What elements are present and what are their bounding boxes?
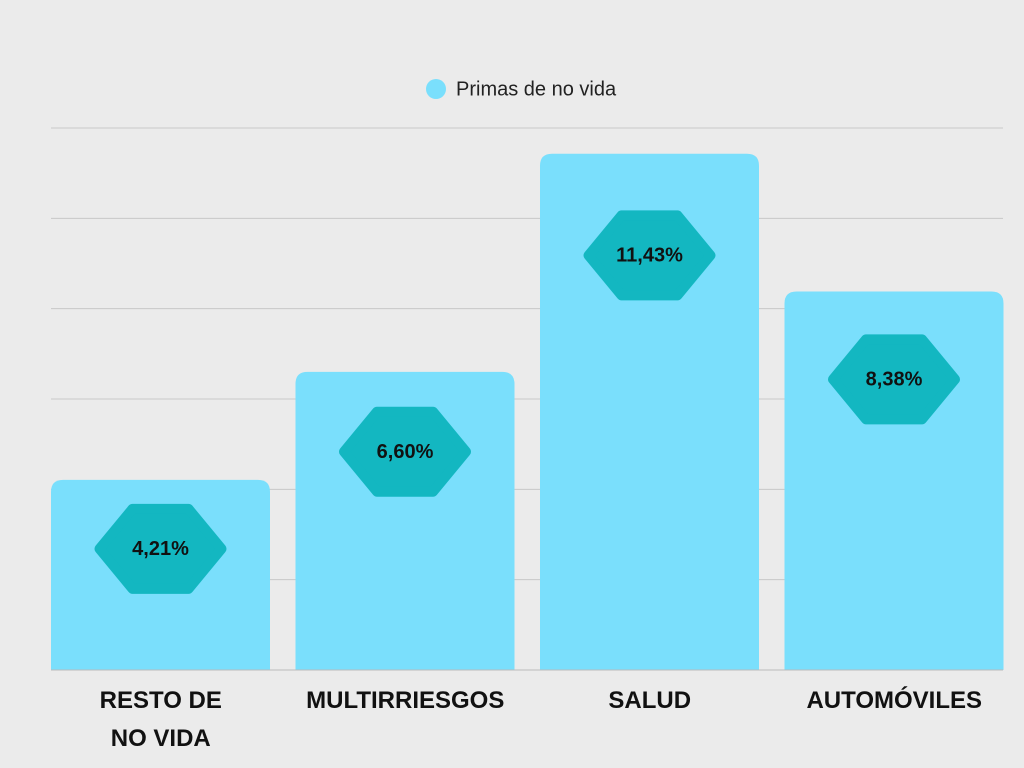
value-label-badge: [339, 406, 471, 497]
value-label-badge: [828, 334, 960, 425]
value-label: 8,38%: [866, 369, 923, 391]
legend-label: Primas de no vida: [456, 78, 617, 100]
legend-swatch: [426, 79, 446, 99]
value-label-badge: [583, 210, 716, 301]
x-tick-label: RESTO DE NO VIDA: [99, 687, 222, 752]
value-label: 6,60%: [377, 441, 434, 463]
x-tick-label: AUTOMÓVILES: [806, 687, 983, 714]
bar: [540, 153, 759, 670]
x-tick-label: SALUD: [608, 687, 692, 714]
x-tick-label: MULTIRRIESGOS: [306, 687, 505, 714]
value-label: 11,43%: [616, 245, 683, 267]
value-label: 4,21%: [132, 538, 189, 560]
value-label-badge: [94, 503, 227, 594]
